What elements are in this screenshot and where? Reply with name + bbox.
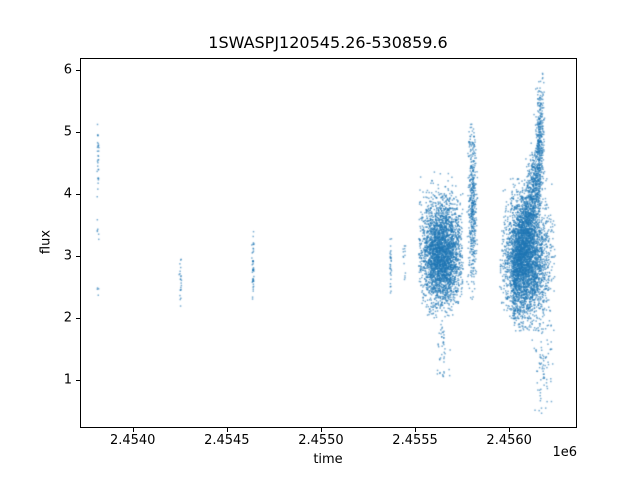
x-tick-mark bbox=[320, 428, 322, 432]
y-tick-mark bbox=[76, 70, 80, 72]
y-tick-label: 2 bbox=[63, 310, 72, 326]
y-tick-mark bbox=[76, 132, 80, 134]
x-tick-mark bbox=[509, 428, 511, 432]
x-tick-label: 2.4560 bbox=[486, 433, 532, 448]
y-tick-mark bbox=[76, 380, 80, 382]
x-tick-mark bbox=[415, 428, 417, 432]
chart-title: 1SWASPJ120545.26-530859.6 bbox=[208, 33, 448, 52]
x-tick-label: 2.4540 bbox=[109, 433, 156, 448]
scatter-points-canvas bbox=[80, 58, 576, 427]
axes-spines-box bbox=[80, 58, 577, 428]
x-tick-mark bbox=[226, 428, 228, 432]
x-tick-label: 2.4555 bbox=[392, 433, 438, 448]
y-tick-label: 3 bbox=[63, 248, 72, 264]
x-tick-label: 2.4545 bbox=[204, 433, 250, 448]
y-tick-label: 6 bbox=[63, 62, 72, 78]
x-axis-offset-label: 1e6 bbox=[552, 445, 577, 460]
y-tick-mark bbox=[76, 194, 80, 196]
y-tick-label: 4 bbox=[63, 186, 72, 202]
x-tick-label: 2.4550 bbox=[298, 433, 344, 448]
y-tick-label: 5 bbox=[63, 124, 72, 140]
y-tick-label: 1 bbox=[63, 372, 72, 388]
x-axis-label: time bbox=[313, 452, 343, 467]
y-tick-mark bbox=[76, 318, 80, 320]
x-tick-mark bbox=[132, 428, 134, 432]
y-tick-mark bbox=[76, 256, 80, 258]
